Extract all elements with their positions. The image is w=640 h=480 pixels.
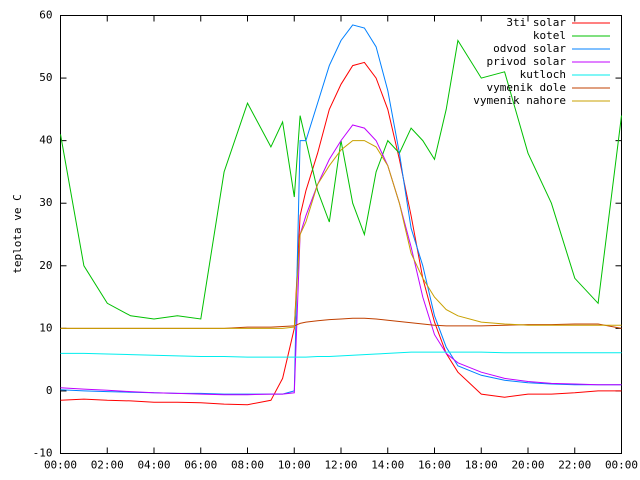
legend-label: vymenik dole [487,81,566,94]
x-tick-label: 04:00 [137,459,170,472]
legend-label: kotel [533,29,566,42]
x-tick-label: 22:00 [558,459,591,472]
y-tick-label: 30 [39,196,52,209]
legend-label: kutloch [520,68,566,81]
legend-label: odvod solar [493,42,566,55]
y-tick-label: -10 [33,447,53,460]
legend-label: vymenik nahore [473,94,566,107]
y-tick-label: 20 [39,259,52,272]
y-tick-label: 40 [39,134,52,147]
series-line [60,351,622,358]
series-line [60,140,622,329]
y-axis-label: teplota ve C [11,194,24,273]
legend-label: 3ti solar [506,16,566,29]
series-line [60,39,622,320]
x-tick-label: 10:00 [278,459,311,472]
x-tick-label: 00:00 [605,459,638,472]
series-line [60,124,622,396]
x-tick-label: 02:00 [91,459,124,472]
x-tick-label: 08:00 [231,459,264,472]
x-tick-label: 20:00 [511,459,544,472]
x-tick-label: 14:00 [371,459,404,472]
series-line [60,317,622,329]
x-tick-label: 12:00 [324,459,357,472]
legend-label: privod solar [487,55,567,68]
y-tick-label: 60 [39,9,52,22]
x-tick-label: 16:00 [418,459,451,472]
y-tick-label: 10 [39,321,52,334]
x-tick-label: 18:00 [465,459,498,472]
y-tick-label: 50 [39,71,52,84]
y-tick-label: 0 [46,384,53,397]
x-tick-label: 06:00 [184,459,217,472]
x-tick-label: 00:00 [44,459,77,472]
series-line [60,61,622,406]
